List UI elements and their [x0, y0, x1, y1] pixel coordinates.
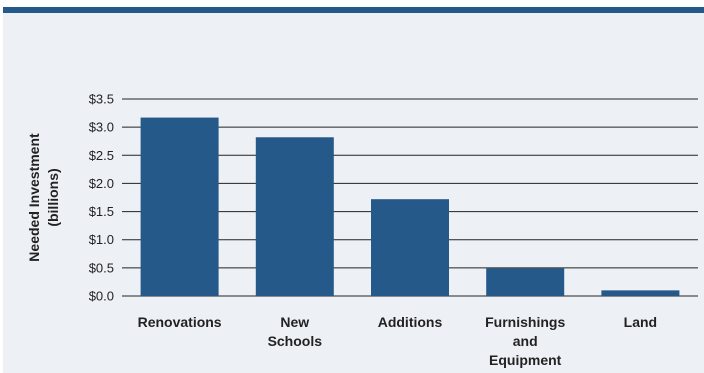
- chart-panel: [3, 7, 704, 373]
- y-axis-title-line: Needed Investment: [26, 133, 42, 262]
- x-category-label: Additions: [378, 314, 443, 330]
- y-tick-label: $1.0: [89, 232, 114, 247]
- x-category-label: Equipment: [489, 352, 562, 368]
- y-tick-labels: $0.0 $0.5 $1.0 $1.5 $2.0 $2.5 $3.0 $3.5: [89, 92, 114, 304]
- y-axis-title-line: (billions): [45, 168, 61, 226]
- x-category-label: Furnishings: [485, 314, 565, 330]
- bar: [140, 117, 219, 297]
- x-category-label: and: [513, 333, 538, 349]
- bar: [601, 290, 680, 296]
- y-tick-label: $2.0: [89, 176, 114, 191]
- bar: [371, 199, 449, 296]
- y-tick-label: $0.0: [89, 289, 114, 304]
- x-category-label: New: [280, 314, 309, 330]
- top-accent-rule: [3, 7, 704, 13]
- x-category-labels: Renovations New Schools Additions Furnishing…: [138, 314, 658, 368]
- x-category-label: Land: [624, 314, 657, 330]
- y-tick-label: $1.5: [89, 204, 114, 219]
- y-tick-label: $3.5: [89, 92, 114, 107]
- y-axis-title: Needed Investment (billions): [26, 133, 61, 262]
- bars: [140, 117, 680, 297]
- y-tick-label: $2.5: [89, 148, 114, 163]
- bar: [486, 268, 565, 296]
- y-tick-label: $3.0: [89, 120, 114, 135]
- bar: [255, 137, 334, 296]
- y-tick-label: $0.5: [89, 260, 114, 275]
- x-category-label: Schools: [268, 333, 323, 349]
- x-category-label: Renovations: [138, 314, 222, 330]
